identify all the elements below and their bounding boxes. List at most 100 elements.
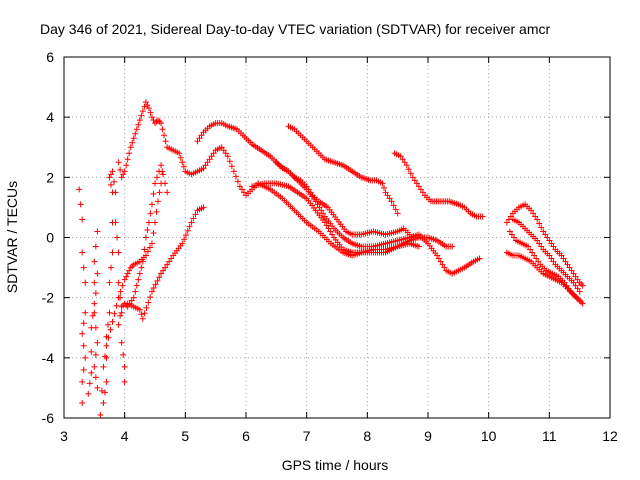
data-point xyxy=(138,112,145,119)
data-point xyxy=(562,258,569,265)
data-point xyxy=(94,339,101,346)
series-arc-3 xyxy=(100,168,128,406)
data-point xyxy=(407,170,414,177)
data-point xyxy=(386,195,393,202)
data-point xyxy=(190,215,197,222)
data-point xyxy=(138,264,145,271)
series-arc-1 xyxy=(76,186,89,406)
data-point xyxy=(415,243,422,250)
data-point xyxy=(103,378,110,385)
data-point xyxy=(145,105,152,112)
data-point xyxy=(535,258,542,265)
y-tick-label: 6 xyxy=(46,49,54,65)
data-point xyxy=(560,255,567,262)
data-point xyxy=(405,166,412,173)
data-point xyxy=(449,243,456,250)
data-point xyxy=(121,276,128,283)
data-point xyxy=(208,153,215,160)
data-point xyxy=(525,243,532,250)
data-point xyxy=(120,351,127,358)
data-point xyxy=(546,237,553,244)
data-point xyxy=(200,165,207,172)
data-point xyxy=(544,234,551,241)
data-point xyxy=(419,189,426,196)
data-point xyxy=(108,264,115,271)
data-point xyxy=(118,303,125,310)
data-point xyxy=(546,252,553,259)
data-point xyxy=(127,144,134,151)
data-point xyxy=(117,288,124,295)
data-point xyxy=(150,229,157,236)
data-point xyxy=(538,224,545,231)
data-point xyxy=(145,219,152,226)
data-point xyxy=(106,174,113,181)
data-point xyxy=(542,231,549,238)
data-point xyxy=(97,411,104,418)
data-point xyxy=(144,102,151,109)
data-point xyxy=(503,219,510,226)
data-point xyxy=(91,300,98,307)
data-point xyxy=(79,378,86,385)
data-point xyxy=(564,261,571,268)
data-point xyxy=(123,273,130,280)
data-point xyxy=(109,318,116,325)
data-point xyxy=(536,240,543,247)
data-point xyxy=(510,234,517,241)
data-point xyxy=(566,264,573,271)
data-point xyxy=(139,258,146,265)
series-arc-10 xyxy=(255,180,422,259)
x-tick-label: 5 xyxy=(181,428,189,444)
series-arc-14 xyxy=(503,201,586,289)
data-point xyxy=(238,186,245,193)
data-point xyxy=(115,321,122,328)
data-point xyxy=(476,255,483,262)
data-point xyxy=(121,168,128,175)
series-arc-11 xyxy=(273,159,413,238)
data-point xyxy=(397,153,404,160)
data-point xyxy=(92,290,99,297)
data-point xyxy=(136,117,143,124)
x-tick-labels: 3 4 5 6 7 8 9 10 11 12 xyxy=(60,428,618,444)
data-point xyxy=(132,288,139,295)
x-axis-title: GPS time / hours xyxy=(282,457,389,473)
data-point xyxy=(141,246,148,253)
data-point xyxy=(226,158,233,165)
data-point xyxy=(111,178,118,185)
data-point xyxy=(121,378,128,385)
data-point xyxy=(139,315,146,322)
data-point xyxy=(323,222,330,229)
data-point xyxy=(126,267,133,274)
data-point xyxy=(129,139,136,146)
x-tick-label: 11 xyxy=(542,428,557,444)
data-point xyxy=(220,147,227,154)
data-point xyxy=(413,180,420,187)
data-point xyxy=(236,183,243,190)
data-point xyxy=(154,174,161,181)
data-points xyxy=(76,99,586,418)
data-point xyxy=(192,211,199,218)
data-point xyxy=(382,189,389,196)
data-point xyxy=(558,252,565,259)
data-point xyxy=(94,384,101,391)
data-point xyxy=(77,201,84,208)
data-point xyxy=(139,108,146,115)
data-point xyxy=(135,121,142,128)
data-point xyxy=(80,320,87,327)
data-point xyxy=(538,243,545,250)
data-point xyxy=(109,168,116,175)
data-point xyxy=(507,213,514,220)
data-point xyxy=(103,342,110,349)
data-point xyxy=(123,302,130,309)
data-point xyxy=(528,207,535,214)
data-point xyxy=(105,334,112,341)
data-point xyxy=(133,282,140,289)
y-tick-label: -2 xyxy=(42,290,55,306)
data-point xyxy=(437,258,444,265)
x-tick-label: 6 xyxy=(242,428,250,444)
data-point xyxy=(156,118,163,125)
series-arc-4 xyxy=(97,168,166,418)
data-point xyxy=(536,220,543,227)
data-point xyxy=(578,281,585,288)
data-point xyxy=(86,380,93,387)
data-point xyxy=(479,213,486,220)
